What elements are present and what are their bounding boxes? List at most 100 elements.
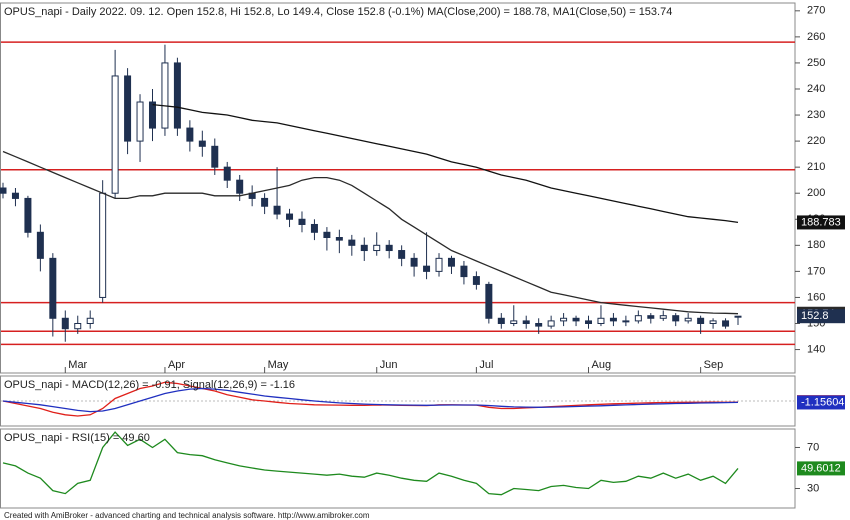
candle-body — [472, 276, 480, 285]
y-tick-label: 260 — [807, 31, 825, 43]
x-tick-label: May — [268, 359, 289, 371]
x-tick-label: Sep — [704, 359, 724, 371]
candle-body — [223, 166, 231, 181]
candle-body — [609, 317, 617, 322]
panel-title: OPUS_napi - RSI(15) = 49.60 — [4, 432, 150, 444]
x-tick-label: Jun — [380, 359, 398, 371]
candle-body — [286, 213, 294, 220]
value-box — [797, 461, 845, 476]
x-tick-label: Mar — [68, 359, 87, 371]
value-box-label: 188.783 — [801, 216, 841, 228]
y-tick-label: 210 — [807, 161, 825, 173]
candle-body — [124, 75, 132, 142]
y-tick-label: 160 — [807, 291, 825, 303]
candle-body — [672, 315, 680, 322]
candle-body — [0, 187, 7, 194]
x-tick-label: Apr — [168, 359, 185, 371]
candle-body — [11, 192, 19, 199]
candle-body — [622, 320, 630, 323]
candle-body — [535, 322, 543, 327]
series-line — [2, 431, 739, 496]
series-line — [2, 381, 739, 417]
x-tick-label: Jul — [479, 359, 493, 371]
series-line — [152, 103, 739, 224]
panel-frame — [0, 375, 796, 427]
candle-body — [560, 317, 568, 322]
y-tick-label: 200 — [807, 187, 825, 199]
value-box — [797, 309, 845, 324]
y-tick-label: 30 — [807, 482, 819, 494]
candle-body — [198, 140, 206, 147]
candle-body — [572, 317, 580, 322]
candle-body — [36, 231, 44, 259]
candle-body — [423, 265, 431, 272]
candle-body — [447, 257, 455, 267]
y-tick-label: 230 — [807, 109, 825, 121]
footer: Created with AmiBroker - advanced charti… — [4, 511, 370, 520]
y-tick-label: 180 — [807, 239, 825, 251]
candle-body — [522, 320, 530, 324]
candle-body — [236, 179, 244, 194]
candle-body — [99, 192, 107, 298]
y-tick-label: 170 — [807, 265, 825, 277]
y-tick-label: 250 — [807, 57, 825, 69]
candle-body — [161, 62, 169, 129]
candle-body — [148, 101, 156, 129]
x-tick-label: Aug — [592, 359, 612, 371]
candle-body — [136, 101, 144, 142]
candle-body — [373, 244, 381, 252]
value-box-label: -1.15604 — [801, 396, 844, 408]
candle-body — [61, 317, 69, 330]
candle-body — [585, 320, 593, 324]
candle-body — [24, 197, 32, 233]
y-tick-label: 240 — [807, 83, 825, 95]
candle-body — [186, 127, 194, 142]
y-tick-label: 270 — [807, 5, 825, 17]
candle-body — [460, 265, 468, 278]
candle-body — [722, 320, 730, 327]
candle-body — [335, 237, 343, 241]
candle-body — [510, 320, 518, 324]
candle-body — [634, 315, 642, 322]
candle-body — [173, 62, 181, 129]
candle-body — [323, 231, 331, 239]
candle-body — [49, 257, 57, 319]
candle-body — [435, 257, 443, 272]
candle-body — [684, 317, 692, 322]
value-box — [797, 395, 845, 410]
candle-body — [497, 317, 505, 324]
y-tick-label: 220 — [807, 135, 825, 147]
candle-body — [310, 223, 318, 233]
candle-body — [86, 317, 94, 324]
candle-body — [211, 145, 219, 168]
y-tick-label: 140 — [807, 343, 825, 355]
value-box — [797, 215, 845, 230]
candle-body — [298, 218, 306, 225]
panel-title: OPUS_napi - Daily 2022. 09. 12. Open 152… — [4, 6, 672, 18]
candle-body — [547, 320, 555, 327]
candle-body — [385, 244, 393, 252]
candle-body — [273, 205, 281, 215]
panel-title: OPUS_napi - MACD(12,26) = -0.91, Signal(… — [4, 379, 295, 391]
candle-body — [74, 322, 82, 330]
candle-body — [261, 197, 269, 207]
candle-body — [647, 315, 655, 319]
candle-body — [709, 320, 717, 324]
candle-body — [410, 257, 418, 267]
candle-body — [360, 244, 368, 252]
candle-body — [734, 315, 742, 318]
candle-body — [348, 239, 356, 246]
candle-body — [485, 283, 493, 319]
panel-frame — [0, 428, 796, 509]
value-box-label: 152.8 — [801, 310, 829, 322]
candle-body — [597, 317, 605, 324]
candle-body — [697, 317, 705, 324]
candle-body — [398, 250, 406, 259]
series-line — [2, 150, 739, 315]
candle-body — [659, 315, 667, 319]
value-box-label: 49.6012 — [801, 462, 841, 474]
series-line — [2, 387, 739, 413]
candle-body — [111, 75, 119, 194]
